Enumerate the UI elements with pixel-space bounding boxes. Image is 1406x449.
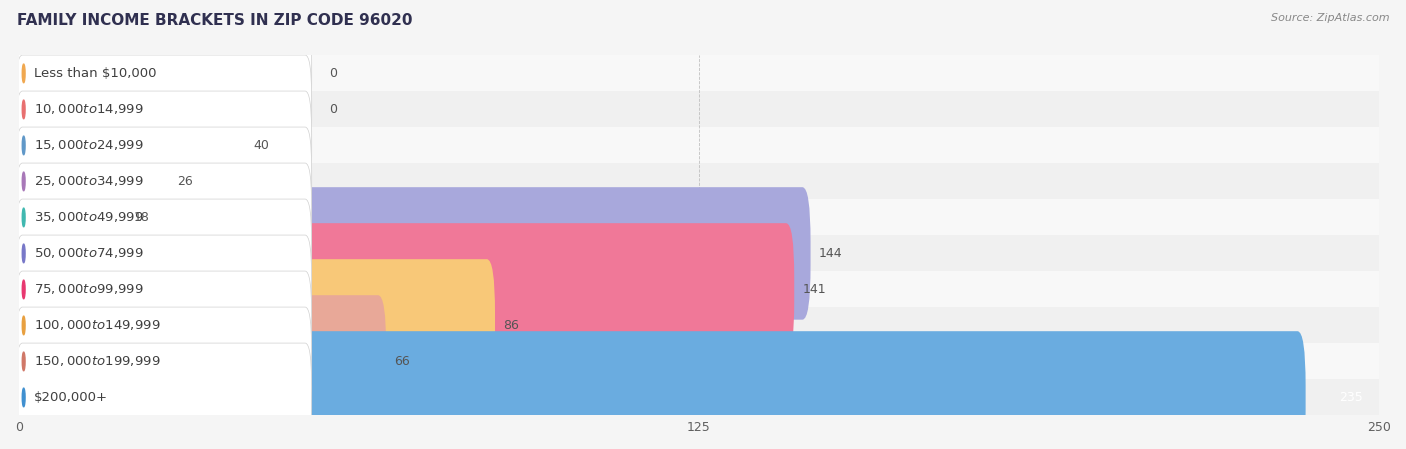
Text: 26: 26 <box>177 175 193 188</box>
Text: 86: 86 <box>503 319 519 332</box>
Text: $50,000 to $74,999: $50,000 to $74,999 <box>34 247 143 260</box>
FancyBboxPatch shape <box>15 163 312 272</box>
Text: 0: 0 <box>329 67 337 80</box>
Text: $75,000 to $99,999: $75,000 to $99,999 <box>34 282 143 296</box>
FancyBboxPatch shape <box>20 163 1379 199</box>
FancyBboxPatch shape <box>15 91 312 200</box>
FancyBboxPatch shape <box>15 235 312 344</box>
Text: 144: 144 <box>818 247 842 260</box>
Text: $150,000 to $199,999: $150,000 to $199,999 <box>34 354 160 369</box>
Text: 141: 141 <box>803 283 825 296</box>
Circle shape <box>22 352 25 371</box>
Circle shape <box>22 244 25 263</box>
Text: 0: 0 <box>329 103 337 116</box>
FancyBboxPatch shape <box>11 295 387 428</box>
Text: FAMILY INCOME BRACKETS IN ZIP CODE 96020: FAMILY INCOME BRACKETS IN ZIP CODE 96020 <box>17 13 412 28</box>
FancyBboxPatch shape <box>15 55 312 164</box>
FancyBboxPatch shape <box>20 272 1379 308</box>
FancyBboxPatch shape <box>11 187 810 320</box>
Text: $10,000 to $14,999: $10,000 to $14,999 <box>34 102 143 116</box>
Text: 18: 18 <box>134 211 149 224</box>
FancyBboxPatch shape <box>11 79 245 211</box>
FancyBboxPatch shape <box>11 259 495 392</box>
FancyBboxPatch shape <box>20 92 1379 128</box>
Circle shape <box>22 280 25 299</box>
Text: $200,000+: $200,000+ <box>34 391 107 404</box>
FancyBboxPatch shape <box>15 199 312 308</box>
Circle shape <box>22 172 25 191</box>
Circle shape <box>22 208 25 227</box>
FancyBboxPatch shape <box>20 343 1379 379</box>
FancyBboxPatch shape <box>20 128 1379 163</box>
Circle shape <box>22 64 25 83</box>
FancyBboxPatch shape <box>20 199 1379 235</box>
FancyBboxPatch shape <box>11 223 794 356</box>
FancyBboxPatch shape <box>15 127 312 236</box>
Circle shape <box>22 136 25 155</box>
Text: $15,000 to $24,999: $15,000 to $24,999 <box>34 138 143 152</box>
FancyBboxPatch shape <box>15 271 312 380</box>
Text: Less than $10,000: Less than $10,000 <box>34 67 156 80</box>
Text: Source: ZipAtlas.com: Source: ZipAtlas.com <box>1271 13 1389 23</box>
Text: 40: 40 <box>253 139 269 152</box>
FancyBboxPatch shape <box>15 307 312 416</box>
FancyBboxPatch shape <box>20 308 1379 343</box>
Circle shape <box>22 100 25 119</box>
FancyBboxPatch shape <box>11 331 1306 449</box>
FancyBboxPatch shape <box>15 19 312 128</box>
Text: $25,000 to $34,999: $25,000 to $34,999 <box>34 174 143 189</box>
FancyBboxPatch shape <box>15 343 312 449</box>
FancyBboxPatch shape <box>11 151 125 284</box>
Text: 66: 66 <box>394 355 411 368</box>
Circle shape <box>22 388 25 407</box>
FancyBboxPatch shape <box>11 115 169 248</box>
Text: $35,000 to $49,999: $35,000 to $49,999 <box>34 211 143 224</box>
Text: $100,000 to $149,999: $100,000 to $149,999 <box>34 318 160 332</box>
Circle shape <box>22 316 25 335</box>
Text: 235: 235 <box>1339 391 1362 404</box>
FancyBboxPatch shape <box>20 235 1379 272</box>
FancyBboxPatch shape <box>20 55 1379 92</box>
FancyBboxPatch shape <box>20 379 1379 415</box>
